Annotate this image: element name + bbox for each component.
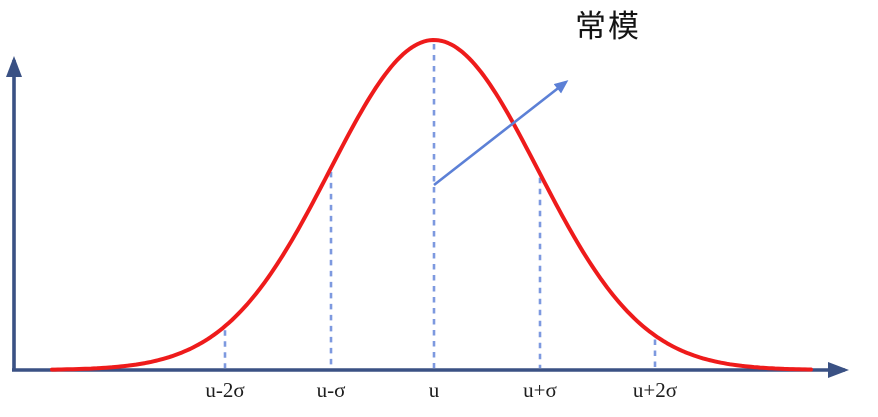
x-tick-label-plus-1sigma: u+σ bbox=[523, 378, 557, 402]
x-tick-label-mean: u bbox=[428, 378, 440, 402]
x-tick-label-plus-2sigma: u+2σ bbox=[632, 378, 678, 402]
normal-distribution-curve bbox=[50, 38, 813, 372]
sigma-guidelines bbox=[223, 44, 657, 368]
annotation-label: 常模 bbox=[575, 9, 641, 44]
annotation-arrow bbox=[433, 80, 569, 187]
x-tick-label-minus-2sigma: u-2σ bbox=[205, 378, 245, 402]
x-tick-label-minus-1sigma: u-σ bbox=[316, 378, 346, 402]
